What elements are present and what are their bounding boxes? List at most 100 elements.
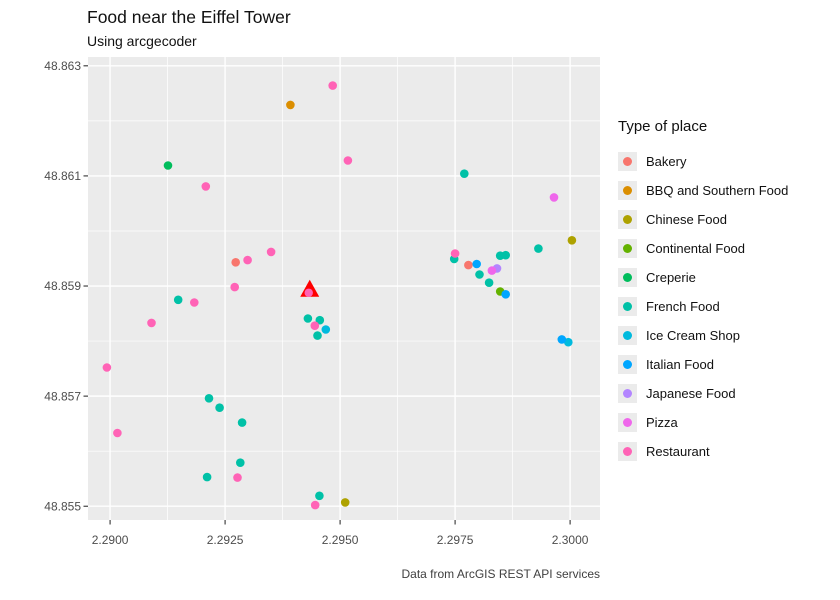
data-point-restaurant: [310, 321, 320, 331]
caption: Data from ArcGIS REST API services: [401, 567, 600, 581]
data-point-restaurant: [102, 363, 112, 372]
legend-items: Bakery BBQ and Southern Food Chinese Food C…: [618, 152, 788, 461]
data-point-restaurant: [230, 282, 239, 292]
data-point-ice-cream-shop: [321, 325, 331, 334]
legend-key-chinese-food: [618, 210, 637, 229]
legend-item-bakery: Bakery: [618, 152, 788, 171]
plot-title: Food near the Eiffel Tower: [87, 7, 291, 27]
data-point-restaurant: [233, 473, 242, 482]
legend: Type of place Bakery BBQ and Southern Foo…: [618, 118, 788, 471]
data-point-italian-food: [472, 259, 482, 269]
legend-dot-icon: [623, 418, 632, 427]
legend-dot-icon: [623, 302, 632, 311]
data-point-chinese-food: [567, 236, 577, 245]
data-point-restaurant: [266, 247, 276, 257]
data-point-restaurant: [243, 255, 252, 265]
y-tick-label: 48.859: [44, 279, 81, 293]
y-tick-label: 48.863: [44, 59, 81, 73]
legend-dot-icon: [623, 157, 632, 166]
plot-panel: [88, 57, 600, 520]
x-tick-label: 2.2900: [92, 533, 129, 547]
legend-dot-icon: [623, 447, 632, 456]
data-point-restaurant: [310, 500, 320, 510]
data-point-french-food: [534, 244, 543, 253]
data-point-chinese-food: [340, 498, 350, 507]
plot-subtitle: Using arcgecoder: [87, 33, 197, 49]
legend-item-italian-food: Italian Food: [618, 355, 788, 374]
data-point-french-food: [484, 278, 494, 288]
x-tick-label: 2.2975: [437, 533, 474, 547]
legend-key-pizza: [618, 413, 637, 432]
legend-key-restaurant: [618, 442, 637, 461]
legend-dot-icon: [623, 331, 632, 340]
legend-dot-icon: [623, 215, 632, 224]
legend-dot-icon: [623, 244, 632, 253]
data-point-restaurant: [147, 318, 156, 328]
legend-dot-icon: [623, 186, 632, 195]
legend-item-ice-cream-shop: Ice Cream Shop: [618, 326, 788, 345]
data-point-pizza: [549, 193, 559, 202]
data-point-restaurant: [190, 298, 199, 307]
data-point-french-food: [237, 418, 247, 427]
data-point-italian-food: [557, 335, 567, 344]
legend-dot-icon: [623, 273, 632, 282]
data-point-french-food: [303, 314, 313, 323]
legend-label: Chinese Food: [646, 212, 727, 227]
data-point-bakery: [231, 258, 240, 267]
data-point-creperie: [163, 161, 173, 170]
legend-label: Creperie: [646, 270, 696, 285]
data-point-ice-cream-shop: [564, 337, 573, 347]
legend-key-continental-food: [618, 239, 637, 258]
data-point-french-food: [475, 270, 484, 279]
legend-item-french-food: French Food: [618, 297, 788, 316]
data-point-restaurant: [450, 249, 460, 258]
x-tick-label: 2.2925: [207, 533, 244, 547]
data-point-french-food: [204, 394, 214, 403]
legend-item-continental-food: Continental Food: [618, 239, 788, 258]
legend-label: BBQ and Southern Food: [646, 183, 789, 198]
data-point-french-food: [501, 250, 511, 260]
legend-dot-icon: [623, 360, 632, 369]
data-point-french-food: [315, 315, 325, 325]
data-point-restaurant: [201, 182, 211, 191]
data-point-pizza: [487, 266, 497, 275]
data-point-french-food: [315, 491, 324, 501]
legend-label: Restaurant: [646, 444, 710, 459]
legend-key-creperie: [618, 268, 637, 287]
legend-item-pizza: Pizza: [618, 413, 788, 432]
y-tick-label: 48.861: [44, 169, 81, 183]
data-point-french-food: [460, 169, 469, 178]
legend-label: French Food: [646, 299, 720, 314]
data-point-bbq-and-southern-food: [286, 100, 295, 110]
data-point-restaurant: [328, 81, 338, 90]
legend-dot-icon: [623, 389, 632, 398]
data-point-french-food: [215, 403, 224, 413]
legend-key-ice-cream-shop: [618, 326, 637, 345]
legend-key-italian-food: [618, 355, 637, 374]
legend-key-french-food: [618, 297, 637, 316]
legend-key-bakery: [618, 152, 637, 171]
legend-label: Japanese Food: [646, 386, 736, 401]
data-point-french-food: [236, 458, 245, 468]
legend-item-creperie: Creperie: [618, 268, 788, 287]
legend-item-chinese-food: Chinese Food: [618, 210, 788, 229]
legend-label: Italian Food: [646, 357, 714, 372]
y-tick-label: 48.857: [44, 389, 81, 403]
eiffel-tower-dot: [304, 288, 313, 297]
legend-key-japanese-food: [618, 384, 637, 403]
data-point-bakery: [464, 260, 473, 270]
data-point-french-food: [173, 295, 183, 305]
data-point-french-food: [313, 331, 322, 340]
y-tick-label: 48.855: [44, 499, 81, 513]
data-point-french-food: [202, 472, 212, 482]
legend-item-bbq-and-southern-food: BBQ and Southern Food: [618, 181, 788, 200]
data-point-italian-food: [501, 290, 511, 299]
legend-item-japanese-food: Japanese Food: [618, 384, 788, 403]
legend-label: Ice Cream Shop: [646, 328, 740, 343]
legend-label: Bakery: [646, 154, 687, 169]
legend-label: Continental Food: [646, 241, 746, 256]
data-point-restaurant: [343, 156, 353, 165]
x-tick-label: 2.2950: [322, 533, 359, 547]
